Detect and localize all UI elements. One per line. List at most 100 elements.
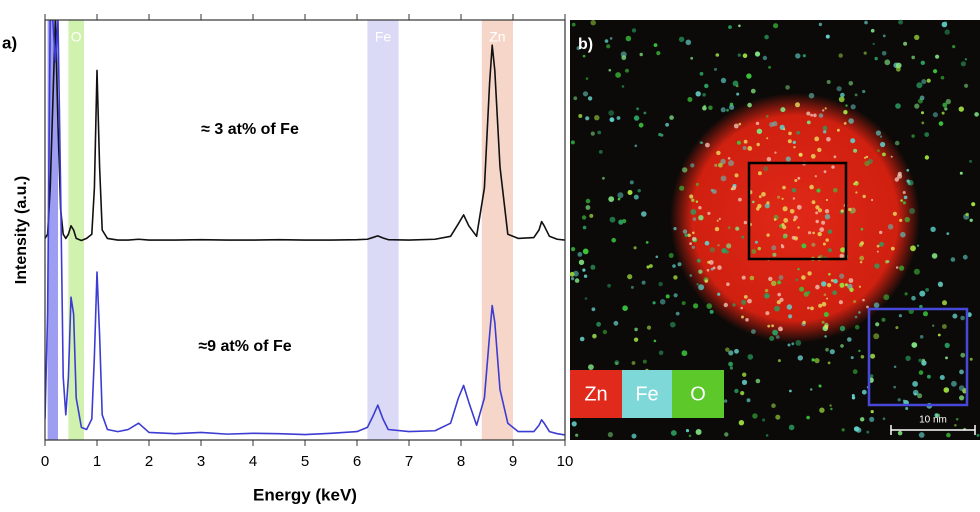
legend-swatch [570,370,622,418]
map-dot [930,226,936,232]
map-dot [830,279,834,282]
map-dot [918,432,925,438]
map-dot [613,320,619,326]
map-dot [900,199,903,202]
map-dot [933,69,938,74]
map-dot [840,209,844,213]
y-axis-label: Intensity (a.u.) [13,176,30,284]
map-dot [925,288,929,292]
map-dot [736,92,740,96]
map-dot [707,260,711,264]
map-dot [708,105,713,111]
elemental-map: b) Zn Fe O 10 nm [569,19,980,440]
map-dot [814,358,820,364]
map-dot [649,264,653,268]
legend-swatch [622,370,672,418]
map-dot [777,359,781,363]
map-dot [617,197,621,201]
map-dot [937,281,944,288]
map-dot [756,207,760,211]
map-dot [853,300,857,304]
map-dot [945,98,951,105]
map-dot [958,106,964,112]
map-dot [571,247,576,252]
map-dot [742,146,747,150]
map-dot [879,241,884,247]
map-dot [783,218,789,223]
map-dot [895,66,901,72]
map-dot [743,295,748,299]
map-dot [573,96,578,101]
map-dot [734,388,739,394]
map-dot [604,39,609,43]
map-dot [809,184,814,190]
map-dot [939,375,945,380]
map-dot [893,365,897,369]
map-dot [780,328,783,331]
map-dot [844,283,848,287]
map-dot [946,432,951,438]
map-dot [810,153,816,159]
element-band [367,20,399,440]
map-dot [607,283,611,288]
map-dot [807,306,810,310]
map-dot [793,218,796,222]
map-dot [582,54,586,58]
map-dot [738,420,745,426]
map-dot [806,111,811,116]
map-dot [758,195,762,199]
map-dot [825,34,830,39]
map-dot [826,80,831,84]
map-dot [715,53,720,57]
map-dot [910,245,916,252]
map-dot [775,335,780,339]
map-dot [792,197,796,200]
map-dot [806,415,810,420]
map-dot [904,216,910,223]
map-dot [885,260,889,264]
map-dot [625,35,632,42]
map-dot [577,252,583,257]
map-dot [714,163,718,167]
map-dot [822,109,825,112]
map-dot [849,287,854,292]
map-dot [782,235,787,239]
map-dot [854,324,860,330]
map-dot [807,271,812,276]
map-dot [747,102,752,108]
map-dot [726,243,732,249]
map-dot [893,385,897,389]
x-axis-label: Energy (keV) [253,485,357,504]
map-dot [726,282,730,287]
map-dot [728,160,734,167]
map-dot [781,197,784,200]
map-dot [698,284,705,291]
map-dot [594,115,600,121]
map-dot [833,155,837,159]
map-dot [921,111,924,115]
map-dot [895,266,899,269]
map-dot [656,51,661,56]
map-dot [583,274,588,278]
map-dot [636,107,639,111]
panel-label: b) [578,36,593,53]
map-dot [700,141,704,144]
map-dot [690,56,694,60]
map-dot [734,173,739,178]
map-dot [582,248,589,255]
map-dot [652,301,656,305]
map-dot [854,315,858,319]
map-dot [829,404,832,407]
map-dot [791,187,797,193]
map-dot [853,182,856,186]
map-dot [823,312,829,317]
map-dot [787,139,792,144]
map-dot [862,194,866,199]
map-dot [769,336,775,341]
panel-label: a) [2,33,17,52]
map-dot [725,250,729,254]
element-band [68,20,84,440]
map-dot [673,293,678,298]
map-dot [729,104,735,110]
map-dot [912,381,918,387]
